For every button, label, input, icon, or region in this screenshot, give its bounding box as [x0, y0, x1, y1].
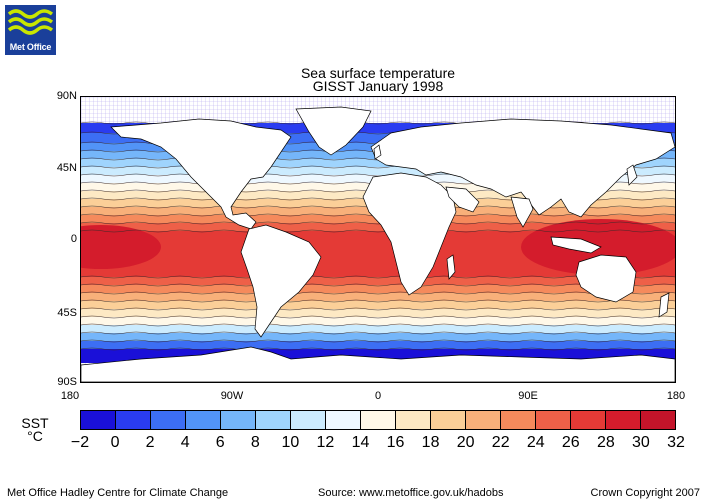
lat-label-90n: 90N: [56, 90, 77, 102]
warm-pool-central-pacific: [81, 225, 161, 269]
colorbar-swatch: [606, 411, 641, 429]
map-subtitle: GISST January 1998: [312, 78, 444, 94]
colorbar-swatch: [396, 411, 431, 429]
colorbar-tick-label: 24: [526, 434, 545, 451]
sst-band: [81, 301, 675, 309]
sst-band: [81, 317, 675, 325]
sst-band: [81, 325, 675, 333]
logo-text: Met Office: [9, 42, 52, 52]
colorbar-tick-label: 20: [456, 434, 475, 451]
south-america: [240, 224, 322, 338]
sst-band: [81, 333, 675, 341]
sst-map: [80, 96, 676, 383]
colorbar-tick-label: 32: [667, 434, 685, 451]
arabia: [445, 186, 480, 213]
colorbar-tick-label: 16: [386, 434, 405, 451]
colorbar-unit: °C: [27, 428, 43, 444]
colorbar-swatch: [361, 411, 396, 429]
lon-label-0: 0: [374, 390, 382, 402]
lon-label-180e: 180: [666, 390, 686, 402]
sst-map-canvas: [81, 97, 675, 382]
colorbar-tick-label: 30: [632, 434, 650, 451]
colorbar-tick-label: −2: [70, 434, 90, 451]
isotherm-line: [81, 339, 675, 343]
colorbar-swatch: [466, 411, 501, 429]
colorbar-tick-label: 6: [215, 434, 225, 451]
japan: [626, 164, 638, 186]
africa: [362, 172, 457, 296]
isotherm-line: [81, 307, 675, 311]
india: [510, 196, 534, 228]
colorbar-swatch: [186, 411, 221, 429]
sst-band: [81, 309, 675, 317]
wave-logo-icon: [7, 9, 54, 35]
eurasia: [370, 118, 675, 218]
sst-band: [81, 341, 675, 349]
lat-label-0: 0: [70, 233, 77, 245]
colorbar-swatch: [326, 411, 361, 429]
colorbar-tick-label: 0: [110, 434, 120, 451]
colorbar-swatch: [536, 411, 571, 429]
sst-band: [81, 123, 675, 133]
colorbar-tick-label: 12: [316, 434, 335, 451]
lon-label-180w: 180: [60, 390, 80, 402]
sst-band: [81, 133, 675, 143]
lat-label-45n: 45N: [56, 162, 77, 174]
colorbar-swatch: [641, 411, 675, 429]
continents: [81, 106, 675, 382]
colorbar-swatch: [501, 411, 536, 429]
madagascar: [446, 254, 456, 280]
colorbar-swatch: [116, 411, 151, 429]
sst-band: [81, 159, 675, 167]
sst-colorbar: [80, 410, 676, 430]
colorbar-tick-label: 26: [561, 434, 580, 451]
sst-band: [81, 293, 675, 301]
colorbar-ticks: −2 0 2 4 6 8 10 12 14 16 18 20 22 24 26 28 30 32: [71, 434, 685, 454]
sst-band: [81, 223, 675, 231]
colorbar-tick-label: 22: [491, 434, 510, 451]
sst-band: [81, 167, 675, 175]
met-office-logo: Met Office: [5, 5, 56, 55]
antarctica: [81, 346, 675, 382]
north-america: [110, 118, 292, 230]
sst-band: [81, 285, 675, 293]
australia: [575, 254, 637, 303]
new-zealand: [658, 292, 670, 318]
colorbar-tick-label: 8: [250, 434, 260, 451]
colorbar-swatch: [151, 411, 186, 429]
greenland: [295, 106, 372, 156]
great-britain: [373, 144, 382, 160]
lon-label-90e: 90E: [518, 390, 538, 402]
sst-band: [81, 277, 675, 285]
footer-organisation: Met Office Hadley Centre for Climate Cha…: [7, 487, 229, 499]
map-title: Sea surface temperature: [300, 65, 456, 81]
colorbar-swatch: [81, 411, 116, 429]
colorbar-title-line1: SST: [21, 415, 49, 431]
colorbar-swatch: [571, 411, 606, 429]
colorbar-tick-label: 28: [596, 434, 615, 451]
colorbar-title: SST °C: [18, 415, 52, 444]
colorbar-tick-label: 14: [351, 434, 370, 451]
isotherm-line: [81, 315, 675, 319]
colorbar-tick-label: 18: [421, 434, 440, 451]
colorbar-swatch: [256, 411, 291, 429]
colorbar-swatch: [221, 411, 256, 429]
lat-label-45s: 45S: [57, 307, 77, 319]
lat-label-90s: 90S: [57, 376, 77, 388]
isotherm-line: [81, 299, 675, 303]
indonesia: [550, 236, 602, 254]
colorbar-tick-label: 2: [145, 434, 155, 451]
isotherm-line: [81, 347, 675, 351]
colorbar-swatch: [431, 411, 466, 429]
footer-source: Source: www.metoffice.gov.uk/hadobs: [318, 487, 504, 499]
isotherm-line: [81, 331, 675, 335]
lon-label-90w: 90W: [220, 390, 244, 402]
colorbar-swatch: [291, 411, 326, 429]
colorbar-tick-label: 10: [281, 434, 300, 451]
colorbar-tick-label: 4: [180, 434, 190, 451]
footer-copyright: Crown Copyright 2007: [590, 487, 700, 499]
isotherm-line: [81, 323, 675, 327]
